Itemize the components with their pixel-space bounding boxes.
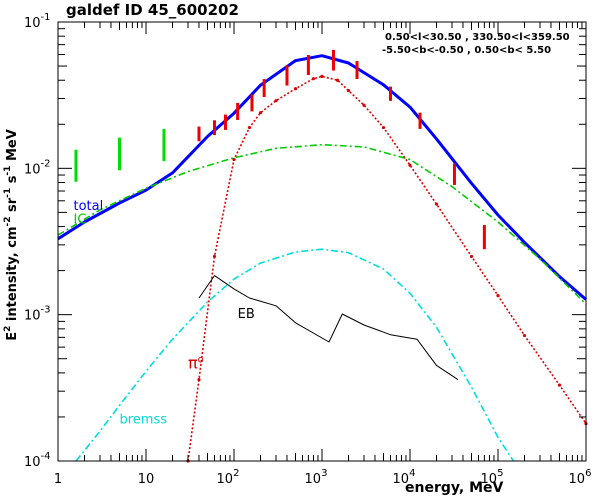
x-tick-label-base: 1 <box>54 472 62 487</box>
x-tick-label-base: 10 <box>393 472 410 487</box>
x-tick-label: 102 <box>217 468 240 487</box>
annotation-sup: o <box>198 354 204 365</box>
y-axis-label-part: E <box>5 332 20 341</box>
region-line-2: -5.50<b<-0.50 , 0.50<b< 5.50 <box>382 45 551 56</box>
x-tick-label-exp: 2 <box>233 468 239 479</box>
chart-title: galdef ID 45_600202 <box>66 1 239 19</box>
series-line-bremss <box>75 248 515 462</box>
series-point-pi0 <box>346 88 351 93</box>
y-axis-label-part: s <box>5 175 20 188</box>
series-line-total <box>57 54 587 301</box>
annotation-ic: IC <box>73 212 86 227</box>
y-tick-label-base: 10 <box>24 162 41 177</box>
series-point-pi0 <box>408 163 412 167</box>
annotation-eb: EB <box>238 307 255 322</box>
series-point-pi0 <box>362 103 366 107</box>
annotation-text: π <box>188 353 198 372</box>
x-tick-label-base: 10 <box>138 472 155 487</box>
series-point-pi0 <box>258 111 263 115</box>
y-tick-label: 10-3 <box>24 305 51 324</box>
x-tick-label: 10 <box>138 472 155 487</box>
x-tick-label: 105 <box>481 468 504 487</box>
x-tick-label-base: 10 <box>569 472 586 487</box>
x-tick-label: 1 <box>54 472 62 487</box>
series-point-pi0 <box>293 87 298 91</box>
series-point-pi0 <box>274 99 278 103</box>
x-tick-label-exp: 3 <box>321 468 327 479</box>
y-axis-label-part: MeV <box>5 129 20 165</box>
annotation-bremss: bremss <box>120 413 168 428</box>
series-point-pi0 <box>212 254 217 259</box>
series-point-pi0 <box>247 125 252 130</box>
y-axis-label-part: intensity, cm <box>5 227 20 326</box>
series-point-pi0 <box>335 78 340 82</box>
region-line-1: 0.50<l<30.50 , 330.50<l<359.50 <box>385 32 570 43</box>
series-point-pi0 <box>320 74 324 78</box>
x-tick-label-exp: 4 <box>409 468 415 479</box>
series-line-eb <box>198 275 459 381</box>
y-tick-label: 10-4 <box>24 451 51 470</box>
y-axis-label-part: -1 <box>3 166 13 176</box>
annotation-text: total <box>73 199 103 214</box>
x-tick-label-exp: 5 <box>497 468 503 479</box>
x-tick-label-base: 10 <box>305 472 322 487</box>
series-point-pi0 <box>522 333 527 338</box>
y-axis-label-part: -2 <box>3 217 13 227</box>
series-point-pi0 <box>197 377 201 382</box>
y-tick-label-exp: -4 <box>41 451 51 462</box>
series-point-pi0 <box>557 383 562 387</box>
x-tick-label-base: 10 <box>481 472 498 487</box>
annotation-text: IC <box>73 212 86 227</box>
plot-frame <box>57 21 587 462</box>
x-axis-label: energy, MeV <box>405 480 504 496</box>
y-axis-label-part: sr <box>5 197 20 216</box>
y-tick-label-exp: -2 <box>41 158 51 169</box>
annotation-text: bremss <box>120 413 168 428</box>
annotation-text: EB <box>238 307 255 322</box>
y-tick-label-base: 10 <box>24 16 41 31</box>
series-line-ic <box>57 143 587 305</box>
x-tick-label-base: 10 <box>217 472 234 487</box>
y-tick-label-exp: -1 <box>41 12 51 23</box>
x-tick-label: 103 <box>305 468 328 487</box>
y-axis-label-part: 2 <box>3 326 13 332</box>
series-point-pi0 <box>232 157 236 162</box>
series-point-pi0 <box>496 293 500 298</box>
series-point-pi0 <box>381 125 386 130</box>
y-tick-label: 10-2 <box>24 158 51 177</box>
y-tick-label: 10-1 <box>24 12 51 31</box>
series-line-pi0 <box>187 75 587 462</box>
y-axis-label-part: -1 <box>3 188 13 198</box>
x-tick-label: 106 <box>569 468 592 487</box>
annotation-pi0: πo <box>188 353 204 372</box>
series-point-pi0 <box>469 254 474 259</box>
series-point-pi0 <box>311 77 316 81</box>
series-point-pi0 <box>434 202 439 206</box>
annotation-total: total <box>73 199 103 214</box>
x-tick-label: 104 <box>393 468 416 487</box>
y-axis-label: E2 intensity, cm-2 sr-1 s-1 MeV <box>3 129 20 341</box>
x-tick-label-exp: 6 <box>585 468 591 479</box>
y-tick-label-base: 10 <box>24 309 41 324</box>
y-tick-label-base: 10 <box>24 455 41 470</box>
y-tick-label-exp: -3 <box>41 305 51 316</box>
